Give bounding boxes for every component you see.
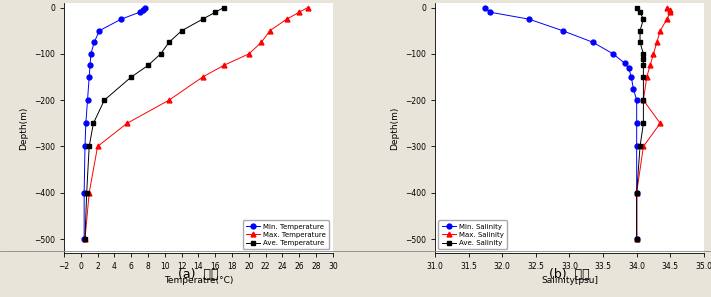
Max. Temperature <box>282 18 291 21</box>
Ave. Salinity <box>636 10 644 14</box>
Min. Temperature <box>95 29 104 33</box>
Max. Temperature <box>257 40 266 44</box>
Ave. Temperature <box>165 40 173 44</box>
Min. Salinity <box>609 52 617 56</box>
Ave. Temperature <box>156 52 165 56</box>
Max. Salinity <box>646 64 654 67</box>
Max. Salinity <box>663 6 671 10</box>
X-axis label: Salinity[psu]: Salinity[psu] <box>541 277 598 285</box>
Min. Temperature <box>86 64 95 67</box>
Max. Temperature <box>85 191 93 195</box>
Max. Salinity <box>666 8 675 12</box>
Min. Salinity <box>624 66 633 69</box>
Min. Temperature <box>83 98 92 102</box>
Line: Max. Temperature: Max. Temperature <box>82 5 310 241</box>
Min. Temperature <box>140 6 149 10</box>
Line: Ave. Salinity: Ave. Salinity <box>634 5 646 241</box>
Ave. Salinity <box>636 145 644 148</box>
Max. Salinity <box>632 191 641 195</box>
Ave. Temperature <box>177 29 186 33</box>
Min. Salinity <box>632 145 641 148</box>
Max. Salinity <box>653 40 661 44</box>
Max. Temperature <box>304 6 312 10</box>
Text: (b)  하계: (b) 하계 <box>549 268 589 282</box>
Max. Temperature <box>198 75 207 79</box>
Min. Temperature <box>85 75 93 79</box>
Ave. Temperature <box>211 10 220 14</box>
Min. Temperature <box>80 237 88 241</box>
Line: Min. Salinity: Min. Salinity <box>483 5 639 241</box>
Min. Temperature <box>80 191 88 195</box>
Max. Salinity <box>663 18 671 21</box>
Max. Temperature <box>295 10 304 14</box>
Ave. Temperature <box>81 237 90 241</box>
Max. Temperature <box>165 98 173 102</box>
Ave. Salinity <box>639 57 648 60</box>
Ave. Salinity <box>632 191 641 195</box>
Max. Salinity <box>666 10 675 14</box>
Y-axis label: Depth(m): Depth(m) <box>390 106 400 150</box>
Min. Salinity <box>632 237 641 241</box>
Min. Salinity <box>589 40 597 44</box>
Y-axis label: Depth(m): Depth(m) <box>19 106 28 150</box>
Min. Salinity <box>632 191 641 195</box>
Ave. Salinity <box>639 64 648 67</box>
Min. Salinity <box>525 18 533 21</box>
Ave. Temperature <box>144 64 152 67</box>
Max. Salinity <box>643 75 651 79</box>
Min. Temperature <box>81 145 90 148</box>
Min. Temperature <box>82 121 90 125</box>
Ave. Salinity <box>632 237 641 241</box>
Max. Temperature <box>245 52 253 56</box>
Ave. Temperature <box>127 75 136 79</box>
Ave. Salinity <box>639 75 648 79</box>
Max. Salinity <box>639 145 648 148</box>
Ave. Temperature <box>220 6 228 10</box>
Max. Temperature <box>81 237 90 241</box>
Ave. Salinity <box>636 29 644 33</box>
Ave. Temperature <box>100 98 109 102</box>
Min. Temperature <box>135 10 144 14</box>
Ave. Salinity <box>639 52 648 56</box>
Min. Salinity <box>620 61 629 65</box>
Max. Salinity <box>656 29 665 33</box>
Max. Temperature <box>220 64 228 67</box>
X-axis label: Temperatre(°C): Temperatre(°C) <box>164 277 233 285</box>
Min. Salinity <box>558 29 567 33</box>
Min. Salinity <box>632 121 641 125</box>
Min. Salinity <box>629 87 638 90</box>
Max. Salinity <box>649 52 658 56</box>
Line: Ave. Temperature: Ave. Temperature <box>82 5 226 241</box>
Ave. Salinity <box>639 98 648 102</box>
Line: Min. Temperature: Min. Temperature <box>82 5 147 241</box>
Ave. Temperature <box>89 121 97 125</box>
Text: (a)  동계: (a) 동계 <box>178 268 219 282</box>
Legend: Min. Salinity, Max. Salinity, Ave. Salinity: Min. Salinity, Max. Salinity, Ave. Salin… <box>439 220 507 249</box>
Min. Salinity <box>632 98 641 102</box>
Ave. Salinity <box>636 40 644 44</box>
Line: Max. Salinity: Max. Salinity <box>634 5 673 241</box>
Legend: Min. Temperature, Max. Temperature, Ave. Temperature: Min. Temperature, Max. Temperature, Ave.… <box>243 220 329 249</box>
Max. Salinity <box>632 237 641 241</box>
Min. Salinity <box>627 75 636 79</box>
Ave. Temperature <box>85 145 93 148</box>
Min. Temperature <box>139 8 147 12</box>
Max. Temperature <box>93 145 102 148</box>
Ave. Salinity <box>639 18 648 21</box>
Ave. Temperature <box>198 18 207 21</box>
Max. Salinity <box>639 98 648 102</box>
Max. Temperature <box>123 121 132 125</box>
Ave. Salinity <box>632 6 641 10</box>
Min. Salinity <box>486 10 494 14</box>
Max. Salinity <box>656 121 665 125</box>
Max. Temperature <box>266 29 274 33</box>
Ave. Salinity <box>639 121 648 125</box>
Min. Temperature <box>90 40 99 44</box>
Min. Temperature <box>87 52 95 56</box>
Min. Temperature <box>117 18 125 21</box>
Ave. Temperature <box>82 191 91 195</box>
Min. Salinity <box>481 6 490 10</box>
